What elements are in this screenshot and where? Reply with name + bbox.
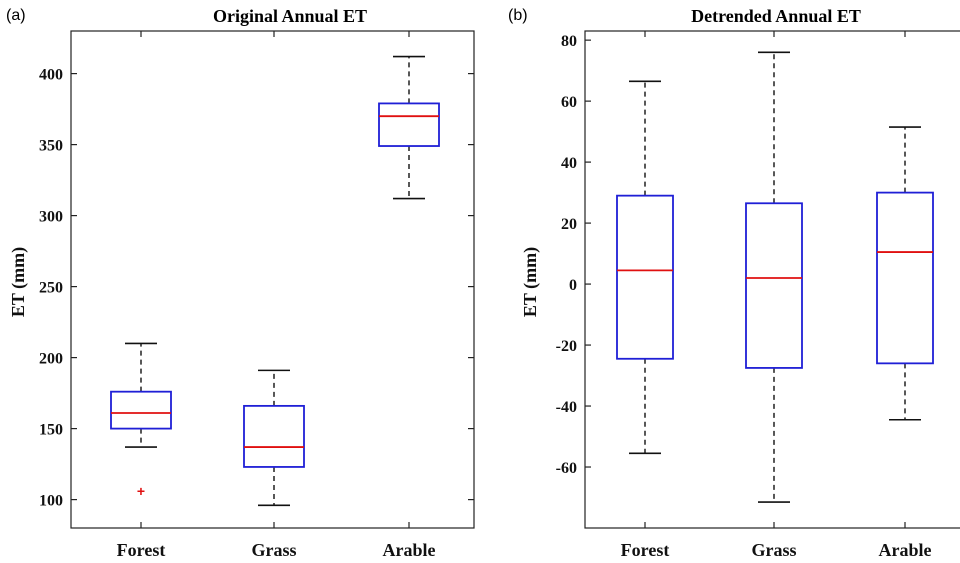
box-forest [616,80,674,455]
x-category-label: Arable [383,540,436,560]
y-tick-label: 150 [39,422,63,439]
y-ticks-a: 100 150 200 250 300 350 400 [39,67,474,510]
box-arable [378,55,440,200]
axes-frame-a [70,30,475,529]
chart-title-b: Detrended Annual ET [691,6,861,26]
y-tick-label: 80 [561,33,577,50]
iqr-box [110,390,172,430]
axes-frame-b [584,30,960,529]
y-tick-label: 300 [39,209,63,226]
iqr-box [243,404,305,468]
y-axis-label-b: ET (mm) [520,247,541,317]
iqr-box [616,194,674,360]
panel-original-annual-et: (a) Original Annual ET ET (mm) 100 150 200… [6,6,475,560]
y-tick-label: -40 [556,399,577,416]
box-marks-b [616,51,934,503]
outlier-marker: + [137,483,145,499]
y-tick-label: 20 [561,216,577,233]
chart-title-a: Original Annual ET [213,6,367,26]
x-categories-a: Forest Grass Arable [117,31,436,560]
panel-label-a: (a) [6,7,26,24]
y-tick-label: 60 [561,94,577,111]
y-tick-label: 400 [39,67,63,84]
box-marks-a: + [110,55,440,507]
x-category-label: Grass [252,540,297,560]
x-category-label: Forest [117,540,166,560]
y-tick-label: 350 [39,138,63,155]
iqr-box [378,102,440,147]
box-forest: + [110,342,172,499]
y-tick-label: 200 [39,351,63,368]
iqr-box [745,202,803,369]
box-grass [745,51,803,503]
iqr-box [876,191,934,365]
y-tick-label: 100 [39,493,63,510]
x-category-label: Forest [621,540,670,560]
y-tick-label: 0 [569,277,577,294]
x-category-label: Grass [752,540,797,560]
x-categories-b: Forest Grass Arable [621,31,932,560]
box-grass [243,369,305,507]
y-tick-label: 250 [39,280,63,297]
panel-detrended-annual-et: (b) Detrended Annual ET ET (mm) -60 -40 -2… [508,6,960,560]
y-tick-label: -60 [556,460,577,477]
box-arable [876,126,934,421]
panel-label-b: (b) [508,7,528,24]
y-tick-label: -20 [556,338,577,355]
y-axis-label-a: ET (mm) [8,247,29,317]
y-ticks-b: -60 -40 -20 0 20 40 60 80 [556,33,591,477]
x-category-label: Arable [879,540,932,560]
y-tick-label: 40 [561,155,577,172]
